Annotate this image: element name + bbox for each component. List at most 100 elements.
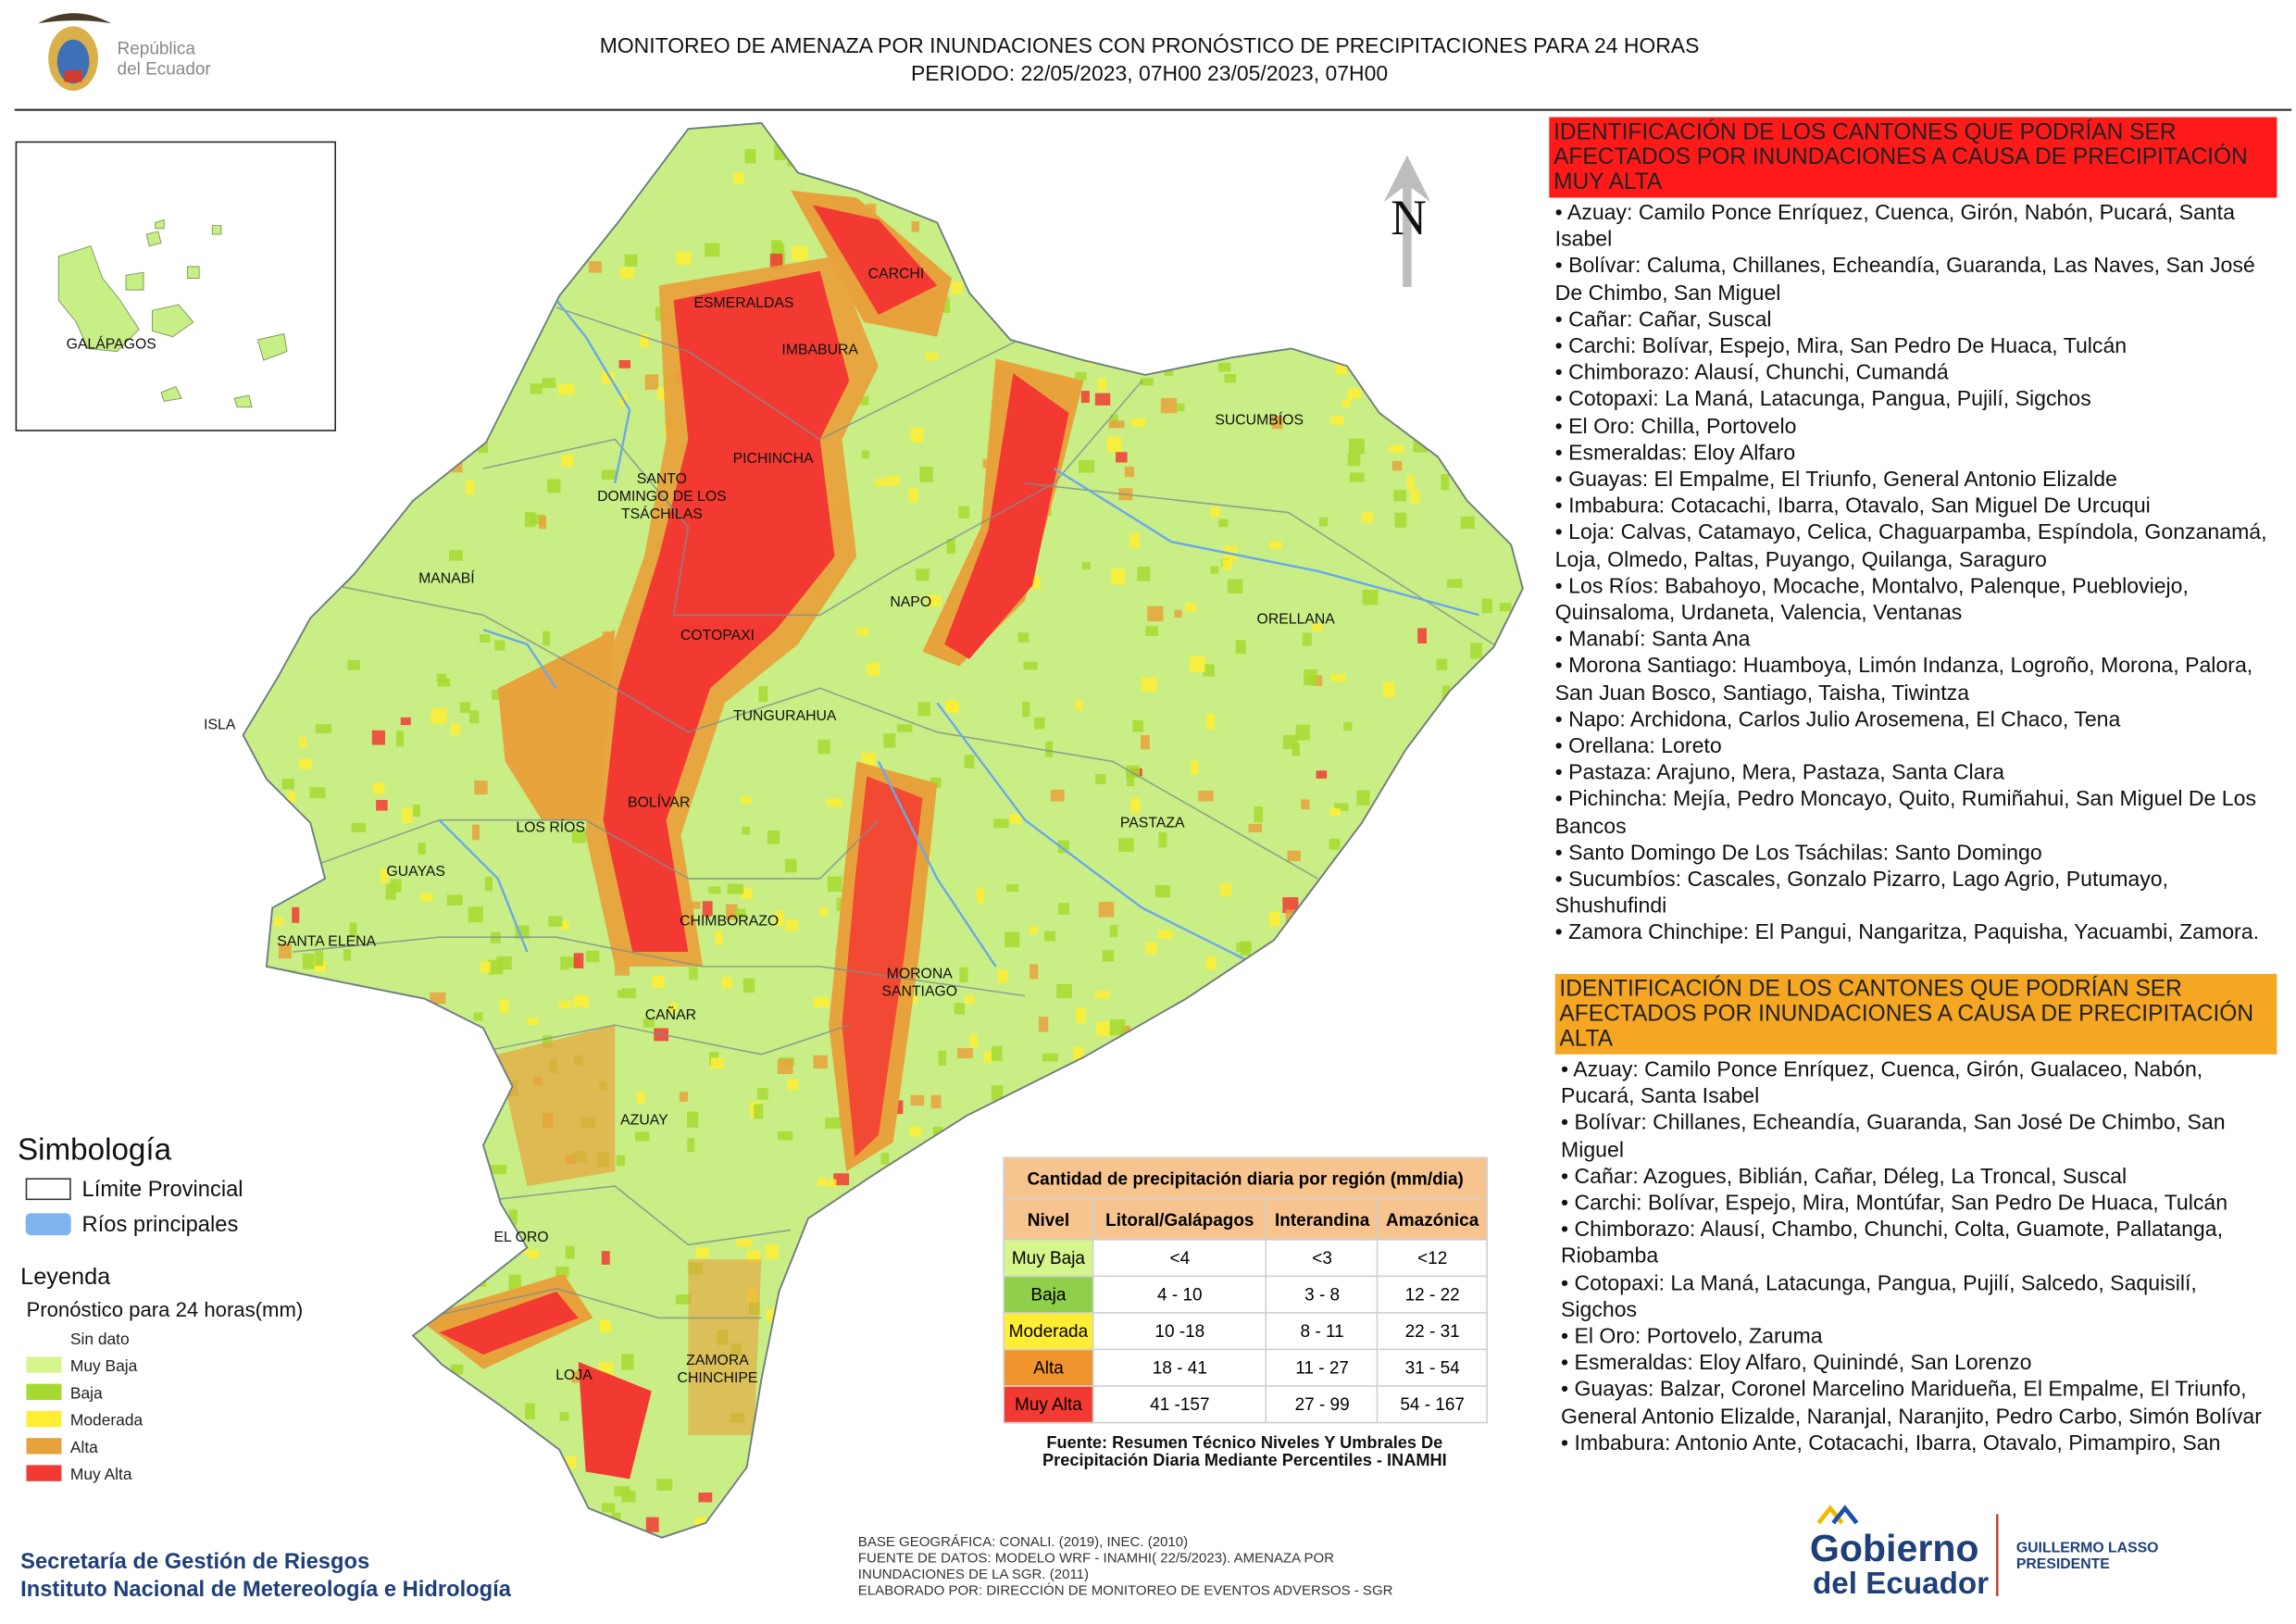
canton-item: • Imbabura: Cotacachi, Ibarra, Otavalo, … <box>1554 494 2151 519</box>
speckle <box>352 1179 361 1187</box>
speckle <box>1045 741 1054 757</box>
speckle <box>833 1339 846 1348</box>
speckle <box>318 1193 334 1206</box>
range-cell: 54 - 167 <box>1377 1385 1488 1424</box>
speckle <box>930 777 942 788</box>
speckle <box>1034 717 1045 730</box>
speckle <box>1206 1106 1221 1121</box>
speckle <box>990 1468 998 1483</box>
speckle <box>956 1137 970 1147</box>
speckle <box>1141 677 1157 692</box>
symbology-title: Simbología <box>18 1133 172 1168</box>
speckle <box>1229 179 1239 189</box>
speckle <box>957 1048 973 1059</box>
speckle <box>571 830 586 843</box>
speckle <box>415 1098 424 1115</box>
speckle <box>1482 926 1493 936</box>
symbology-label: Límite Provincial <box>82 1178 243 1202</box>
speckle <box>946 538 955 555</box>
speckle <box>1501 1271 1517 1283</box>
table-row: Muy Alta 41 -157 27 - 99 54 - 167 <box>1003 1385 1488 1424</box>
speckle <box>689 901 701 909</box>
speckle <box>539 516 547 530</box>
speckle <box>480 634 491 643</box>
speckle <box>1272 291 1288 302</box>
canton-item: • Bolívar: Chillanes, Echeandía, Guarand… <box>1560 1112 2226 1163</box>
speckle <box>604 185 613 194</box>
speckle <box>975 1152 991 1163</box>
speckle <box>1168 236 1184 246</box>
province-label: EL ORO <box>493 1230 548 1245</box>
speckle <box>362 214 371 224</box>
speckle <box>1022 701 1030 718</box>
speckle <box>1347 454 1361 467</box>
speckle <box>1005 884 1019 893</box>
speckle <box>1454 1478 1470 1494</box>
speckle <box>525 1403 535 1419</box>
speckle <box>1140 1031 1150 1042</box>
legend-swatch <box>26 1356 62 1373</box>
symbology-swatch <box>25 1178 71 1201</box>
province-label: MANABÍ <box>418 568 475 586</box>
speckle <box>1275 1002 1292 1012</box>
speckle <box>777 1058 793 1074</box>
speckle <box>959 967 968 982</box>
speckle <box>573 953 584 968</box>
canton-item: • Guayas: El Empalme, El Triunfo, Genera… <box>1554 468 2117 493</box>
speckle <box>618 359 630 369</box>
speckle <box>1481 598 1492 614</box>
speckle <box>1470 426 1487 442</box>
table-source: Fuente: Resumen Técnico Niveles Y Umbral… <box>1042 1434 1447 1470</box>
speckle <box>587 1537 603 1538</box>
speckle <box>568 1505 578 1518</box>
legend-items: Sin dato Muy Baja Baja Moderada Alta Muy Alta <box>26 1330 143 1483</box>
speckle <box>1348 438 1365 455</box>
speckle <box>1042 1053 1058 1062</box>
speckle <box>316 1103 331 1117</box>
speckle <box>1301 799 1310 810</box>
speckle <box>1330 673 1346 682</box>
speckle <box>371 439 383 447</box>
speckle <box>374 1236 384 1250</box>
speckle <box>938 1050 947 1066</box>
speckle <box>942 296 950 314</box>
speckle <box>601 1503 616 1513</box>
speckle <box>741 888 753 900</box>
speckle <box>992 1045 1003 1061</box>
speckle <box>252 899 261 912</box>
speckle <box>1198 790 1214 802</box>
speckle <box>1353 332 1364 342</box>
speckle <box>927 594 942 607</box>
canton-item: • Sucumbíos: Cascales, Gonzalo Pizarro, … <box>1554 868 2169 919</box>
speckle <box>1453 767 1464 778</box>
speckle <box>937 1502 950 1515</box>
speckle <box>924 1222 932 1231</box>
speckle <box>733 171 744 184</box>
speckle <box>930 1094 942 1109</box>
speckle <box>821 1516 833 1531</box>
legend-label: Sin dato <box>70 1330 130 1348</box>
canton-item: • Pichincha: Mejía, Pedro Moncayo, Quito… <box>1554 788 2256 839</box>
speckle <box>705 243 720 257</box>
speckle <box>1302 632 1312 646</box>
speckle <box>1499 1444 1511 1453</box>
speckle <box>687 1111 699 1128</box>
speckle <box>1363 1037 1374 1048</box>
speckle <box>1142 1506 1152 1523</box>
province-label: SUCUMBÍOS <box>1215 411 1304 429</box>
speckle <box>978 245 990 260</box>
speckle <box>1274 279 1286 294</box>
speckle <box>254 1170 270 1179</box>
level-cell: Moderada <box>1003 1312 1094 1351</box>
speckle <box>1391 460 1403 471</box>
speckle <box>825 1118 842 1130</box>
speckle <box>1157 930 1173 940</box>
speckle <box>669 1002 678 1013</box>
speckle <box>599 1319 608 1330</box>
speckle <box>1495 1120 1505 1136</box>
speckle <box>557 383 575 395</box>
speckle <box>1160 397 1178 414</box>
speckle <box>619 267 634 279</box>
credit-line: INUNDACIONES DE LA SGR. (2011) <box>858 1567 1089 1582</box>
